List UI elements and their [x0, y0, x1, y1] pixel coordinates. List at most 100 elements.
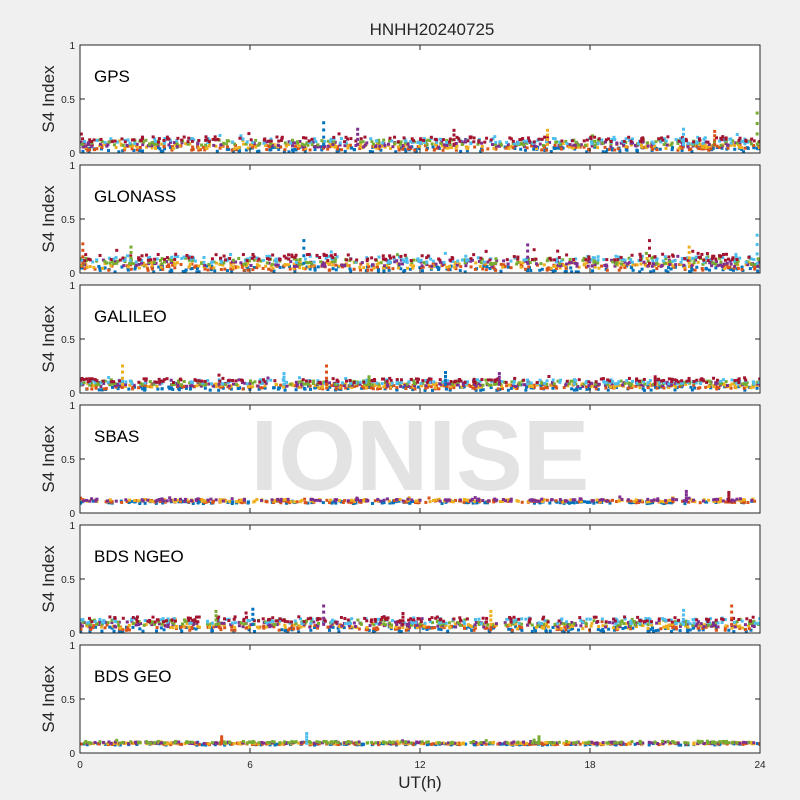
data-point [509, 386, 513, 390]
data-point [114, 256, 118, 260]
data-point [683, 502, 687, 506]
data-point [126, 265, 130, 269]
data-point [664, 619, 668, 623]
data-point [385, 497, 389, 501]
data-point [203, 263, 207, 267]
data-point [582, 382, 586, 386]
data-point [116, 259, 120, 263]
data-point [524, 257, 528, 261]
data-point [237, 378, 241, 382]
data-point [349, 269, 353, 273]
data-point [209, 497, 213, 501]
data-point [109, 378, 113, 382]
data-point [564, 628, 568, 632]
data-point [390, 139, 394, 143]
data-point [481, 388, 485, 392]
data-point [540, 626, 544, 630]
data-point [575, 388, 579, 392]
data-point [634, 144, 638, 148]
data-point [673, 259, 677, 263]
data-point [499, 262, 503, 266]
data-point [141, 263, 145, 267]
data-point [271, 253, 275, 257]
data-point [383, 383, 387, 387]
data-point [624, 144, 628, 148]
data-point [650, 623, 654, 627]
data-point [150, 267, 154, 271]
spike-point [302, 261, 306, 265]
data-point [308, 387, 312, 391]
data-point [297, 376, 301, 380]
data-point [522, 258, 526, 262]
data-point [562, 386, 566, 390]
data-point [377, 499, 381, 503]
data-point [678, 629, 682, 633]
data-point [576, 628, 580, 632]
data-point [405, 626, 409, 630]
data-point [153, 137, 157, 141]
data-point [258, 378, 262, 382]
data-point [746, 263, 750, 267]
data-point [498, 387, 502, 391]
data-point [515, 262, 519, 266]
data-point [116, 620, 120, 624]
data-point [307, 252, 311, 256]
data-point [144, 138, 148, 142]
data-point [694, 258, 698, 262]
data-point [540, 621, 544, 625]
data-point [416, 145, 420, 149]
data-point [218, 379, 222, 383]
data-point [508, 623, 512, 627]
data-point [448, 140, 452, 144]
data-point [618, 625, 622, 629]
data-point [173, 258, 177, 262]
data-point [674, 621, 678, 625]
data-point [127, 387, 131, 391]
data-point [661, 500, 665, 504]
data-point [231, 378, 235, 382]
data-point [216, 137, 220, 141]
data-point [331, 260, 335, 264]
data-point [655, 257, 659, 261]
data-point [323, 264, 327, 268]
data-point [430, 388, 434, 392]
data-point [548, 629, 552, 633]
data-point [443, 263, 447, 267]
data-point [179, 378, 183, 382]
data-point [623, 266, 627, 270]
data-point [313, 498, 317, 502]
data-point [715, 499, 719, 503]
data-point [362, 386, 366, 390]
data-point [473, 626, 477, 630]
data-point [578, 386, 582, 390]
data-point [624, 622, 628, 626]
data-point [208, 623, 212, 627]
data-point [714, 618, 718, 622]
data-point [733, 259, 737, 263]
data-point [709, 624, 713, 628]
data-point [629, 499, 633, 503]
data-point [719, 143, 723, 147]
data-point [93, 148, 97, 152]
data-point [292, 266, 296, 270]
data-point [196, 142, 200, 146]
data-point [507, 498, 511, 502]
data-point [382, 622, 386, 626]
data-point [128, 259, 132, 263]
data-point [295, 382, 299, 386]
data-point [464, 626, 468, 630]
data-point [331, 256, 335, 260]
data-point [227, 139, 231, 143]
data-point [138, 145, 142, 149]
data-point [116, 387, 120, 391]
data-point [725, 384, 729, 388]
data-point [758, 146, 760, 150]
data-point [612, 617, 616, 621]
data-point [414, 621, 418, 625]
data-point [293, 619, 297, 623]
data-point [339, 615, 343, 619]
data-point [577, 500, 581, 504]
data-point [269, 139, 273, 143]
data-point [260, 386, 264, 390]
data-point [569, 627, 573, 631]
